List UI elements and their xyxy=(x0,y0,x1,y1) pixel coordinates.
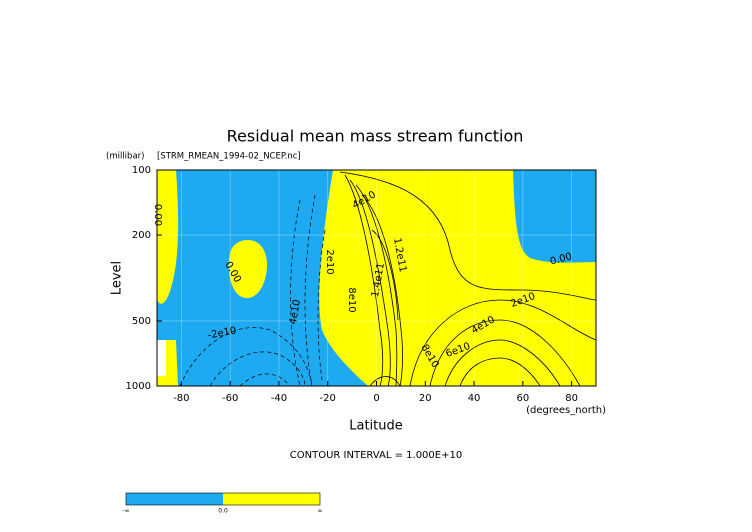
contour-field xyxy=(157,170,596,386)
x-axis-label: Latitude xyxy=(349,419,403,434)
y-tick-label: 200 xyxy=(132,230,151,241)
x-tick-label: 80 xyxy=(565,393,578,404)
x-tick-label: 40 xyxy=(468,393,481,404)
contour-label: 8e10 xyxy=(346,287,357,312)
y-axis-label: Level xyxy=(110,261,125,295)
colorbar-label: ∞ xyxy=(318,508,323,515)
colorbar-label: -∞ xyxy=(122,508,129,515)
colorbar-positive xyxy=(223,493,320,505)
y-units: (millibar) xyxy=(106,152,144,162)
y-tick-label: 500 xyxy=(132,316,151,327)
contour-label: 0.00 xyxy=(152,204,163,226)
x-tick-label: -80 xyxy=(173,393,189,404)
colorbar-negative xyxy=(126,493,223,505)
contour-label: 2e10 xyxy=(324,249,335,274)
x-units: (degrees_north) xyxy=(526,405,606,416)
contour-lines xyxy=(339,171,596,386)
contour-interval: CONTOUR INTERVAL = 1.000E+10 xyxy=(290,450,462,461)
subtitle: [STRM_RMEAN_1994-02_NCEP.nc] xyxy=(157,152,301,162)
grid xyxy=(157,170,596,386)
chart-title: Residual mean mass stream function xyxy=(227,127,524,146)
x-tick-label: -20 xyxy=(320,393,336,404)
positive-region xyxy=(157,170,179,304)
y-tick-label: 1000 xyxy=(126,381,151,392)
colorbar-frame xyxy=(125,492,321,506)
contour-label: -2e10 xyxy=(207,326,237,342)
positive-region xyxy=(228,240,268,299)
contour-label: 4e10 xyxy=(288,299,303,326)
colorbar-label: 0.0 xyxy=(218,508,228,515)
y-tick-label: 100 xyxy=(132,165,151,176)
x-tick-label: -60 xyxy=(222,393,238,404)
negative-contour-lines xyxy=(179,194,326,386)
x-tick-label: 20 xyxy=(419,393,432,404)
x-tick-label: -40 xyxy=(271,393,287,404)
x-tick-label: 0 xyxy=(373,393,379,404)
missing-region xyxy=(157,340,166,376)
x-tick-label: 60 xyxy=(516,393,529,404)
